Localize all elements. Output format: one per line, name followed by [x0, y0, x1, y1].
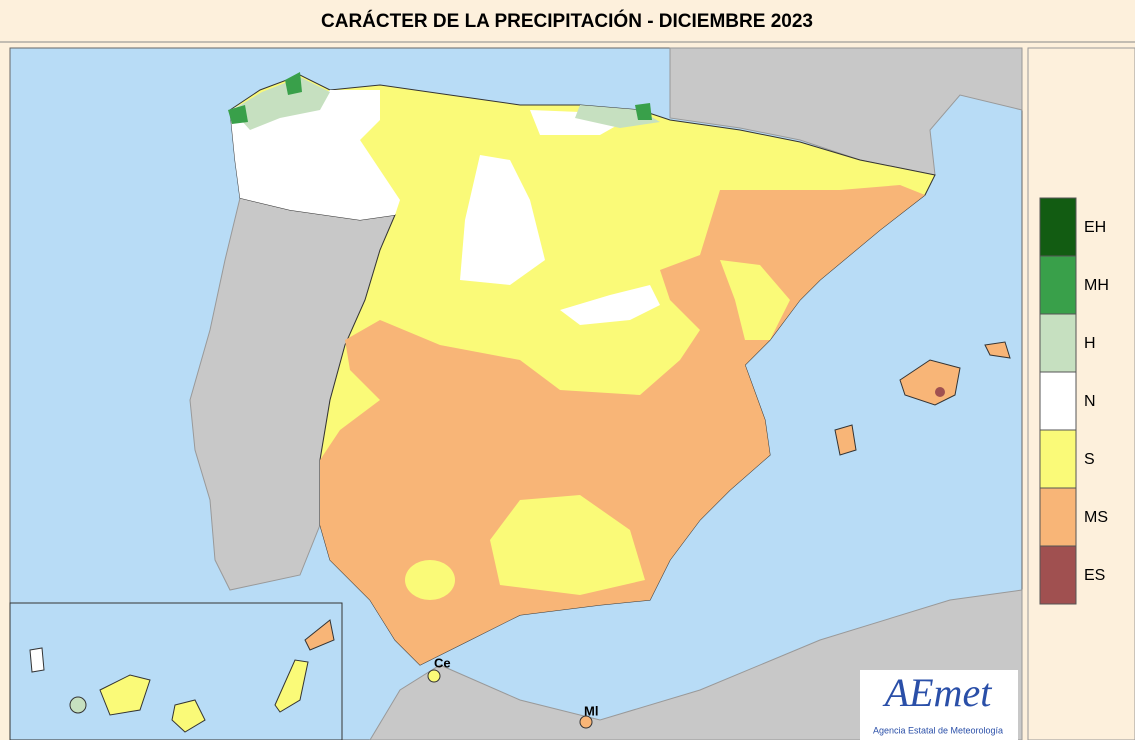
region-mh	[635, 103, 652, 120]
legend-label: ES	[1084, 567, 1105, 584]
legend-label: MH	[1084, 277, 1109, 294]
region-n	[460, 155, 545, 285]
legend: EH MH H N S MS ES	[1039, 197, 1109, 605]
legend-swatch	[1039, 429, 1077, 489]
logo-name: AEmet	[882, 670, 993, 715]
region-n	[230, 90, 400, 220]
tenerife	[99, 674, 151, 716]
legend-swatch	[1039, 487, 1077, 547]
legend-label: H	[1084, 335, 1096, 352]
legend-swatch	[1039, 545, 1077, 605]
legend-label: EH	[1084, 219, 1106, 236]
la-palma	[29, 647, 45, 673]
map-frame: Ce Ml AEmet Agencia Estatal de Meteorolo…	[9, 47, 1023, 740]
ibiza	[834, 424, 857, 456]
logo-subtitle: Agencia Estatal de Meteorología	[873, 725, 1003, 735]
legend-swatch	[1039, 197, 1077, 257]
region-s	[490, 495, 645, 595]
africa	[369, 589, 1023, 740]
region-mh	[285, 72, 302, 95]
region-h	[232, 77, 330, 130]
map-title: CARÁCTER DE LA PRECIPITACIÓN - DICIEMBRE…	[321, 10, 813, 32]
place-label: Ml	[584, 703, 598, 718]
ceuta-marker	[427, 669, 441, 683]
legend-label: MS	[1084, 509, 1108, 526]
place-label: Ce	[434, 655, 451, 670]
legend-label: S	[1084, 451, 1095, 468]
legend-swatch	[1039, 371, 1077, 431]
region-n	[560, 285, 660, 325]
logo-box	[860, 670, 1018, 740]
region-s	[720, 260, 790, 340]
lanzarote	[304, 619, 335, 651]
legend-swatch	[1039, 255, 1077, 315]
gran-canaria	[171, 699, 206, 733]
region-mh	[228, 105, 248, 124]
region-es	[935, 387, 945, 397]
legend-swatch	[1039, 313, 1077, 373]
menorca	[984, 341, 1011, 359]
mallorca	[899, 359, 961, 406]
la-gomera	[69, 696, 87, 714]
region-s	[405, 560, 455, 600]
fuerteventura	[274, 659, 309, 713]
legend-label: N	[1084, 393, 1096, 410]
melilla-marker	[579, 715, 593, 729]
